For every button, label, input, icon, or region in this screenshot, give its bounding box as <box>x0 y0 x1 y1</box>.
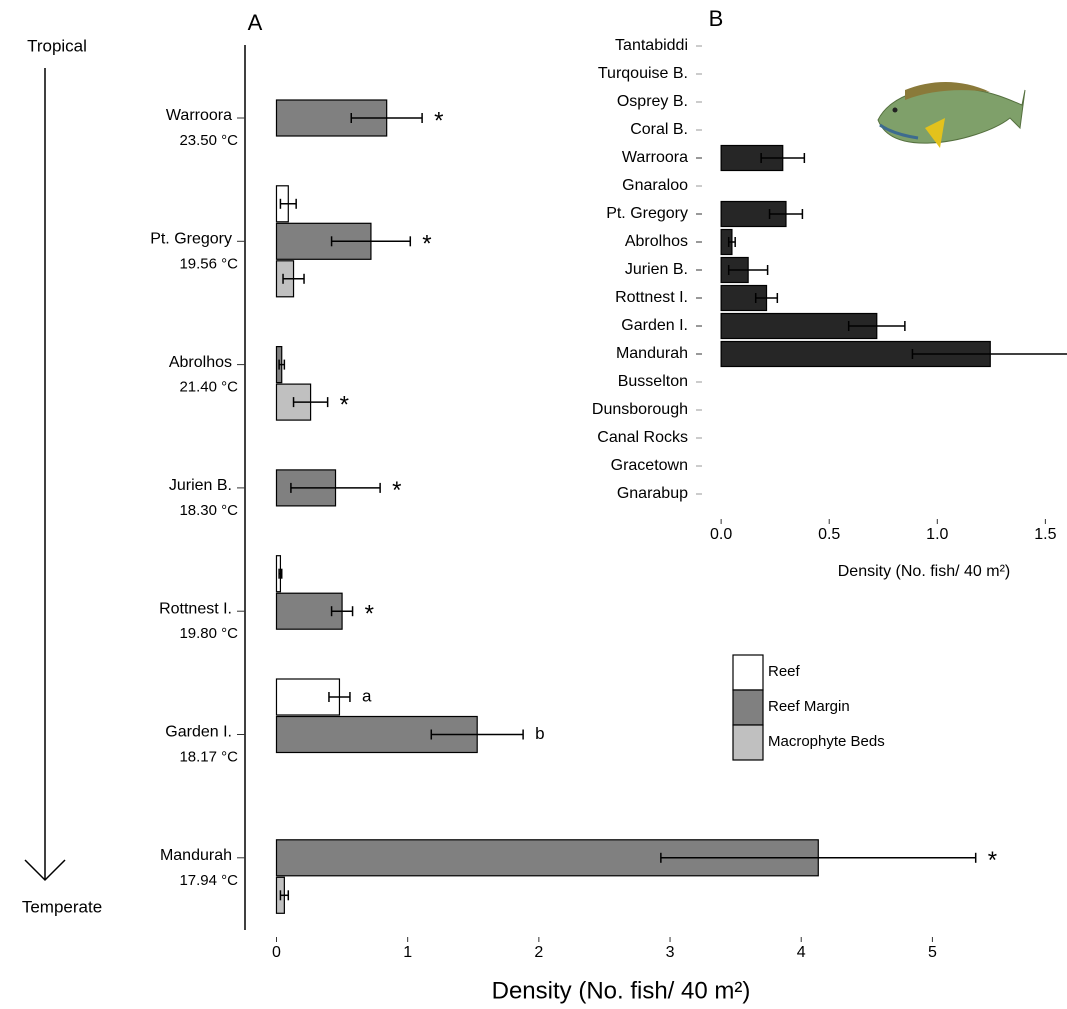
significance-label: * <box>988 847 997 874</box>
y-tick-label: Gracetown <box>611 457 688 474</box>
y-tick-label: Rottnest I. <box>159 600 232 617</box>
y-tick-label: Garden I. <box>621 317 688 334</box>
y-tick-label: Rottnest I. <box>615 289 688 306</box>
significance-label: * <box>392 477 401 504</box>
legend-swatch <box>733 690 763 725</box>
y-tick-label: Osprey B. <box>617 93 688 110</box>
x-tick-label: 3 <box>666 944 675 961</box>
panel-label: A <box>248 10 263 35</box>
temperature-label: 19.56 °C <box>179 255 238 272</box>
y-tick-label: Turqouise B. <box>598 65 688 82</box>
y-tick-label: Warroora <box>622 149 688 166</box>
y-tick-label: Warroora <box>166 107 232 124</box>
fish-image <box>878 82 1025 148</box>
significance-label: * <box>422 231 431 258</box>
x-tick-label: 0.5 <box>818 526 840 543</box>
x-axis-label: Density (No. fish/ 40 m²) <box>492 977 751 1004</box>
y-tick-label: Pt. Gregory <box>150 231 232 248</box>
x-tick-label: 0 <box>272 944 281 961</box>
significance-label: * <box>365 601 374 628</box>
legend-swatch <box>733 655 763 690</box>
side-label: Temperate <box>22 897 102 916</box>
figure: A B Tropical Temperate 0 1 2 3 4 5 Density (No… <box>0 0 1067 1009</box>
y-tick-label: Tantabiddi <box>615 37 688 54</box>
y-tick-label: Jurien B. <box>169 477 232 494</box>
temperature-label: 19.80 °C <box>179 625 238 642</box>
panel-label: B <box>709 6 724 31</box>
legend-label: Macrophyte Beds <box>768 733 885 750</box>
temperature-label: 21.40 °C <box>179 379 238 396</box>
y-tick-label: Gnaraloo <box>622 177 688 194</box>
y-tick-label: Abrolhos <box>169 354 232 371</box>
x-tick-label: 4 <box>797 944 806 961</box>
arrow <box>25 68 65 880</box>
y-tick-label: Canal Rocks <box>597 429 688 446</box>
x-tick-label: 2 <box>534 944 543 961</box>
significance-label: b <box>535 724 544 743</box>
side-label: Tropical <box>27 36 87 55</box>
legend-label: Reef Margin <box>768 698 850 715</box>
y-tick-label: Mandurah <box>160 847 232 864</box>
x-tick-label: 0.0 <box>710 526 732 543</box>
temperature-label: 17.94 °C <box>179 872 238 889</box>
y-tick-label: Dunsborough <box>592 401 688 418</box>
y-tick-label: Abrolhos <box>625 233 688 250</box>
temperature-label: 23.50 °C <box>179 132 238 149</box>
y-tick-label: Pt. Gregory <box>606 205 688 222</box>
x-tick-label: 1.0 <box>926 526 948 543</box>
y-tick-label: Mandurah <box>616 345 688 362</box>
x-tick-label: 1 <box>403 944 412 961</box>
significance-label: * <box>340 391 349 418</box>
x-axis-label: Density (No. fish/ 40 m²) <box>838 563 1010 580</box>
legend-swatch <box>733 725 763 760</box>
x-tick-label: 5 <box>928 944 937 961</box>
y-tick-label: Garden I. <box>165 724 232 741</box>
significance-label: a <box>362 686 372 705</box>
legend-label: Reef <box>768 663 801 680</box>
x-tick-label: 1.5 <box>1034 526 1056 543</box>
significance-label: * <box>434 107 443 134</box>
y-tick-label: Jurien B. <box>625 261 688 278</box>
y-tick-label: Busselton <box>618 373 688 390</box>
temperature-label: 18.30 °C <box>179 502 238 519</box>
y-tick-label: Gnarabup <box>617 485 688 502</box>
temperature-label: 18.17 °C <box>179 748 238 765</box>
y-tick-label: Coral B. <box>630 121 688 138</box>
